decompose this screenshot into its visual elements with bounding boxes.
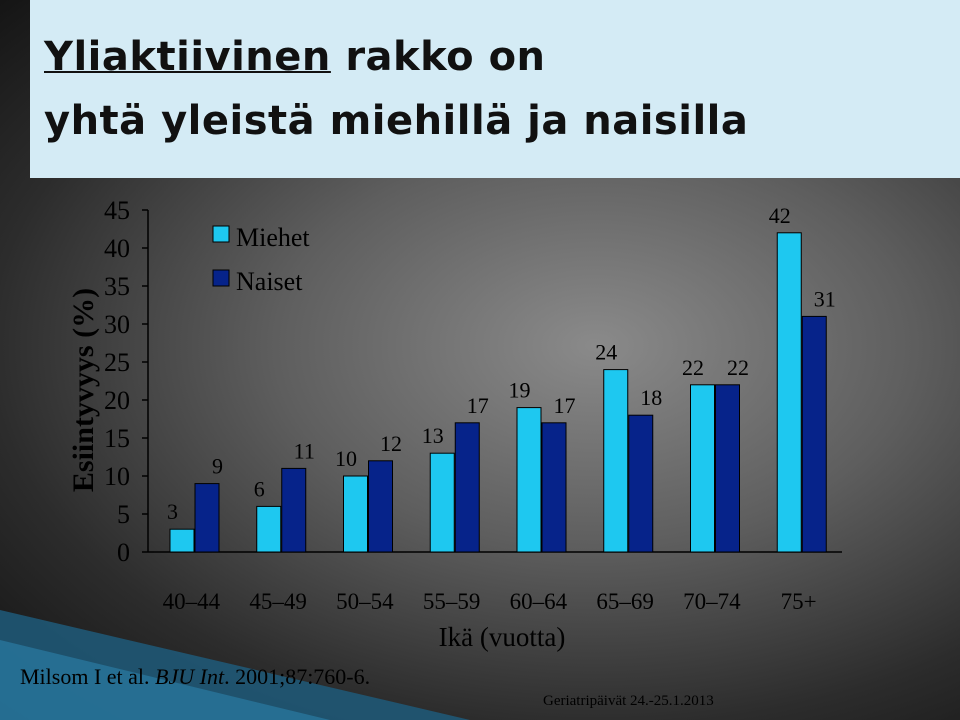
- footer-text: Geriatripäivät 24.-25.1.2013: [543, 693, 714, 709]
- bar-naiset: [368, 460, 393, 553]
- y-tick-label: 25: [104, 348, 130, 377]
- x-tick-label: 60–64: [510, 589, 568, 614]
- bar-miehet: [343, 475, 368, 553]
- bar-naiset: [194, 483, 220, 553]
- x-tick-label: 65–69: [596, 589, 654, 614]
- data-label: 17: [554, 393, 576, 418]
- x-tick-label: 75+: [781, 589, 817, 614]
- y-tick-label: 5: [117, 500, 130, 529]
- x-tick-label: 55–59: [423, 589, 481, 614]
- bar-naiset: [628, 414, 654, 553]
- title-banner: [30, 0, 960, 178]
- legend-label: Naiset: [236, 267, 303, 296]
- y-tick-label: 45: [104, 196, 130, 225]
- y-tick-label: 20: [104, 386, 130, 415]
- bar-miehet: [429, 452, 455, 553]
- bar-naiset: [801, 315, 827, 553]
- citation-journal: BJU Int: [155, 664, 225, 689]
- data-label: 42: [769, 203, 791, 228]
- data-label: 22: [682, 355, 704, 380]
- bar-miehet: [169, 528, 195, 553]
- bar-miehet: [256, 505, 282, 553]
- citation-details: . 2001;87:760-6.: [224, 664, 371, 689]
- y-tick-label: 10: [104, 462, 130, 491]
- title-underlined-word: Yliaktiivinen: [44, 34, 331, 80]
- x-tick-label: 50–54: [336, 589, 394, 614]
- y-tick-label: 35: [104, 272, 130, 301]
- x-tick-label: 70–74: [683, 589, 741, 614]
- data-label: 6: [254, 476, 265, 501]
- data-label: 18: [640, 385, 662, 410]
- bar-naiset: [715, 384, 740, 553]
- data-label: 13: [422, 423, 444, 448]
- data-label: 11: [294, 438, 315, 463]
- y-tick-label: 0: [117, 538, 130, 567]
- data-label: 24: [595, 340, 617, 365]
- data-label: 31: [814, 286, 836, 311]
- data-label: 22: [727, 355, 749, 380]
- x-axis-label: Ikä (vuotta): [438, 622, 566, 652]
- citation: Milsom I et al. BJU Int. 2001;87:760-6.: [20, 664, 370, 690]
- bar-naiset: [281, 467, 307, 553]
- bar-miehet: [516, 407, 542, 553]
- x-tick-label: 40–44: [163, 589, 221, 614]
- x-tick-label: 45–49: [249, 589, 307, 614]
- bar-miehet: [690, 384, 715, 553]
- legend-swatch-miehet: [212, 225, 230, 243]
- bar-miehet: [603, 369, 629, 553]
- data-label: 10: [335, 446, 357, 471]
- data-label: 17: [467, 393, 489, 418]
- citation-authors: Milsom I et al.: [20, 664, 156, 689]
- y-tick-label: 40: [104, 234, 130, 263]
- bar-miehet: [776, 232, 802, 553]
- data-label: 3: [167, 499, 178, 524]
- legend-label: Miehet: [236, 223, 310, 252]
- data-label: 12: [380, 431, 402, 456]
- page-title: Yliaktiivinen rakko on: [44, 34, 546, 80]
- bar-naiset: [541, 422, 567, 553]
- page-title-line2: yhtä yleistä miehillä ja naisilla: [44, 98, 749, 144]
- y-tick-label: 15: [104, 424, 130, 453]
- title-rest: rakko on: [330, 34, 546, 80]
- y-tick-label: 30: [104, 310, 130, 339]
- data-label: 9: [212, 454, 223, 479]
- bar-naiset: [454, 422, 480, 553]
- data-label: 19: [509, 378, 531, 403]
- y-axis-label: Esiintyvyys (%): [67, 287, 100, 493]
- legend-swatch-naiset: [212, 269, 230, 287]
